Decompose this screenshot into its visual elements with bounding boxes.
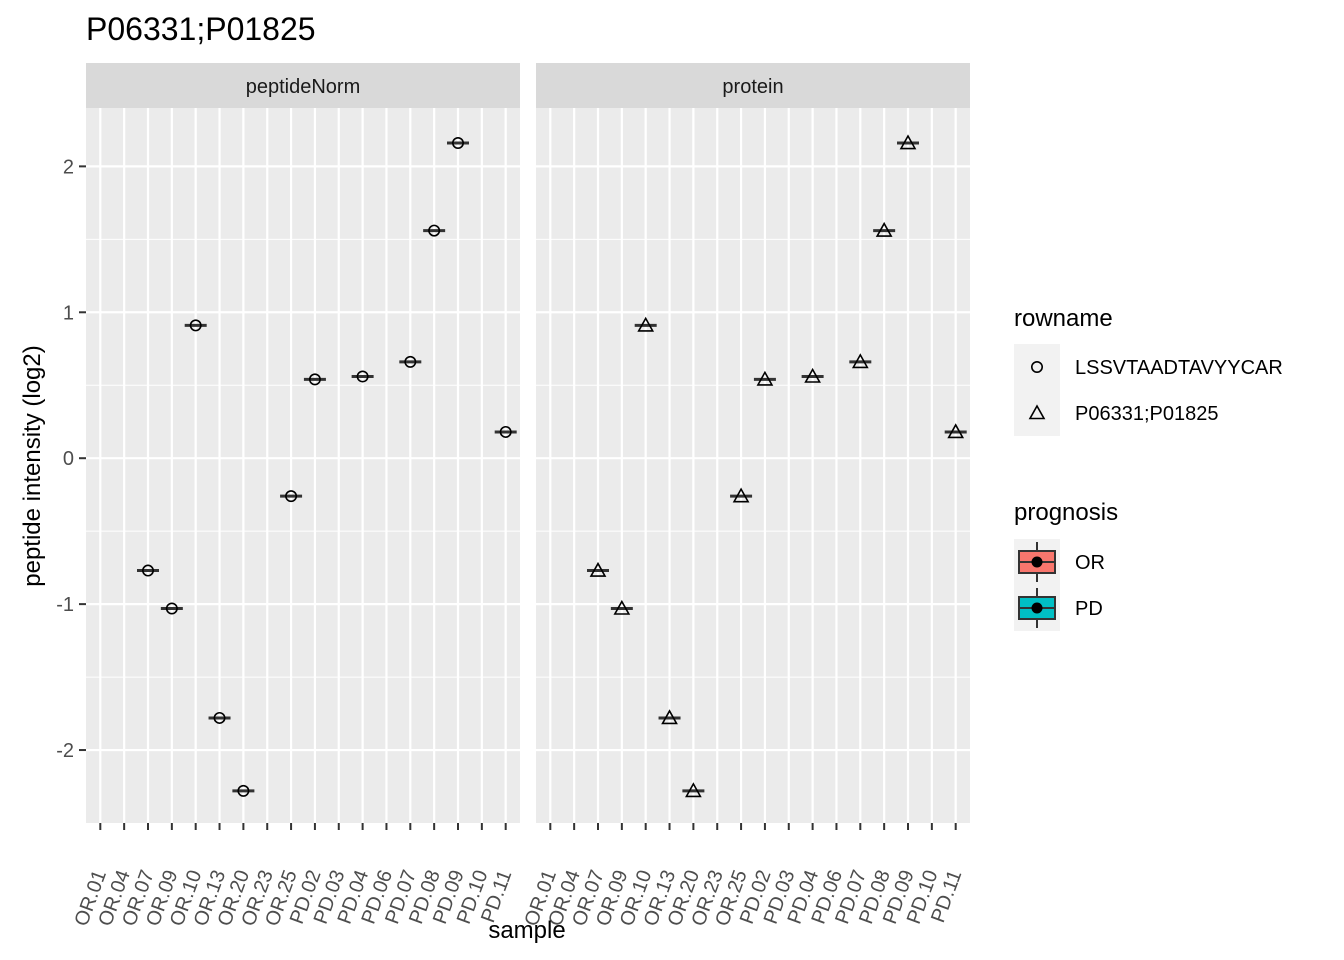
data-point-circle (237, 784, 250, 797)
data-point-circle (404, 355, 417, 368)
data-point-triangle (613, 599, 631, 615)
data-point-triangle (899, 134, 917, 150)
legend-key-dot (1031, 556, 1043, 568)
panel-background (86, 108, 520, 823)
legend-title-prognosis: prognosis (1014, 499, 1118, 526)
panel-background (536, 108, 970, 823)
data-point-triangle (637, 316, 655, 332)
chart-title: P06331;P01825 (86, 11, 316, 47)
y-tick-label: -1 (56, 594, 74, 616)
facet-strip-label: peptideNorm (246, 76, 361, 98)
data-point-triangle (661, 709, 678, 725)
data-point-triangle (804, 367, 821, 383)
data-point-circle (213, 711, 226, 724)
facet-strip (536, 63, 970, 108)
legend-label-prognosis: OR (1075, 552, 1105, 574)
data-point-triangle (589, 561, 607, 577)
legend-label-rowname: LSSVTAADTAVYYCAR (1075, 357, 1283, 379)
data-point-triangle (732, 487, 750, 503)
y-tick-label: 0 (63, 448, 74, 470)
legend-title-rowname: rowname (1014, 305, 1113, 332)
data-point-triangle (685, 782, 702, 798)
facet-strip-label: protein (722, 76, 783, 98)
data-point-triangle (875, 221, 893, 237)
data-point-triangle (947, 423, 965, 439)
y-axis: -2 -1 0 1 2 (56, 156, 86, 762)
data-point-triangle (756, 370, 774, 386)
facet-panel-peptideNorm: peptideNormOR.01OR.04OR.07OR.09OR.10OR.1… (71, 63, 520, 929)
data-point-circle (499, 425, 512, 438)
legend-key-circle (1031, 360, 1044, 373)
legend-label-prognosis: PD (1075, 598, 1103, 620)
facet-panels: peptideNormOR.01OR.04OR.07OR.09OR.10OR.1… (71, 63, 970, 929)
legend-label-rowname: P06331;P01825 (1075, 403, 1218, 425)
y-tick-label: -2 (56, 740, 74, 762)
legend-key-bg (1014, 390, 1060, 436)
data-point-circle (451, 137, 464, 150)
y-tick-label: 1 (63, 302, 74, 324)
data-point-circle (356, 370, 369, 383)
legend-key-triangle (1028, 404, 1046, 420)
y-tick-label: 2 (63, 156, 74, 178)
data-point-circle (308, 373, 321, 386)
x-axis-title: sample (488, 917, 565, 944)
legend-key-dot (1031, 602, 1043, 614)
y-axis-title: peptide intensity (log2) (19, 345, 46, 586)
data-point-circle (189, 319, 202, 332)
data-point-triangle (851, 353, 869, 369)
data-point-circle (142, 564, 155, 577)
data-point-circle (285, 490, 298, 503)
data-point-circle (165, 602, 178, 615)
legend-key-bg (1014, 344, 1060, 390)
legends: rowname LSSVTAADTAVYYCAR P06331;P01825 prog… (1014, 305, 1283, 631)
facet-panel-protein: proteinOR.01OR.04OR.07OR.09OR.10OR.13OR.… (521, 63, 970, 929)
facet-strip (86, 63, 520, 108)
data-point-circle (428, 224, 441, 237)
